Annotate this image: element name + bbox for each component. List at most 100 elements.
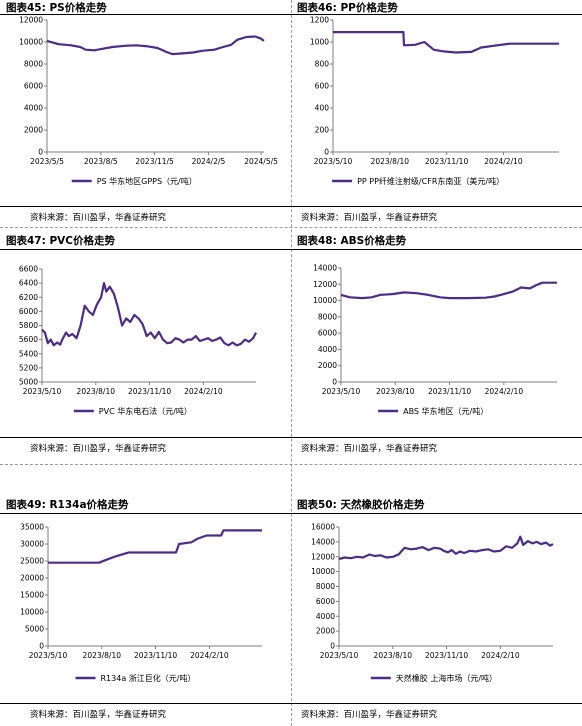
- title-rule: [0, 513, 291, 514]
- title-rule: [0, 249, 291, 250]
- x-tick-label: 2023/5/10: [314, 157, 353, 166]
- y-tick-label: 1200: [310, 16, 329, 25]
- y-tick-label: 2000: [24, 126, 43, 135]
- panel-title: 图表50: 天然橡胶价格走势: [297, 499, 425, 511]
- chart-panel-pvc: 图表47: PVC价格走势 5000 5200 5400 5600 5800 6000 62…: [0, 230, 291, 460]
- x-tick-label: 2023/11/10: [425, 651, 468, 660]
- y-tick-label: 0: [332, 378, 337, 387]
- x-tick-label: 2024/2/10: [184, 387, 223, 396]
- x-tick-label: 2023/5/10: [322, 387, 361, 396]
- y-tick-label: 10000: [20, 608, 44, 617]
- series-line: [338, 535, 554, 561]
- x-tick-label: 2023/11/10: [128, 387, 171, 396]
- x-tick-label: 2023/5/10: [23, 387, 62, 396]
- source-note: 资料来源：百川盈孚，华鑫证券研究: [30, 444, 167, 454]
- series-line: [48, 529, 262, 564]
- title-rule: [291, 249, 582, 250]
- row-divider: [0, 464, 582, 465]
- series-line: [340, 281, 557, 300]
- chart-panel-abs: 图表48: ABS价格走势 0 2000 4000 6000 8000 10000 1200…: [291, 230, 582, 460]
- pp-price-chart: 0 200 400 600 800 1000 1200 2023/5/10 2023/8/10 2…: [310, 16, 559, 186]
- y-tick-label: 8000: [24, 60, 43, 69]
- y-tick-label: 6400: [19, 279, 38, 288]
- y-tick-label: 4000: [318, 345, 337, 354]
- y-tick-label: 14000: [313, 264, 337, 273]
- source-rule: [0, 206, 291, 207]
- y-tick-label: 8000: [318, 312, 337, 321]
- x-tick-label: 2023/5/10: [29, 651, 68, 660]
- x-tick-label: 2023/8/10: [376, 387, 415, 396]
- rubber-price-chart: 0 2000 4000 6000 8000 10000 12000 14000 16000 202…: [311, 523, 554, 683]
- x-tick-label: 2024/2/10: [484, 157, 523, 166]
- legend-label: PP PP纤维注射级/CFR东南亚（美元/吨）: [357, 176, 504, 186]
- y-tick-label: 14000: [311, 537, 335, 546]
- y-tick-label: 12000: [19, 16, 43, 25]
- y-tick-label: 35000: [20, 523, 44, 532]
- y-tick-label: 5000: [19, 378, 38, 387]
- y-tick-label: 0: [324, 148, 329, 157]
- y-tick-label: 5800: [19, 321, 38, 330]
- y-tick-label: 600: [315, 82, 330, 91]
- panel-title: 图表45: PS价格走势: [6, 2, 107, 14]
- x-tick-label: 2024/2/10: [481, 651, 520, 660]
- panel-title: 图表46: PP价格走势: [297, 2, 398, 14]
- y-tick-label: 16000: [311, 523, 335, 532]
- x-tick-label: 2023/5/10: [320, 651, 359, 660]
- y-tick-label: 25000: [20, 557, 44, 566]
- y-tick-label: 1000: [310, 38, 329, 47]
- chart-panel-pp: 图表46: PP价格走势 0 200 400 600 800 1000 1200 2023/5…: [291, 0, 582, 230]
- legend-label: R134a 浙江巨化（元/吨）: [101, 673, 196, 683]
- abs-price-chart: 0 2000 4000 6000 8000 10000 12000 14000 2023/5/1…: [313, 264, 557, 416]
- x-tick-label: 2024/5/5: [244, 157, 278, 166]
- r134a-price-chart: 0 5000 10000 15000 20000 25000 30000 35000 2023/…: [20, 523, 262, 683]
- y-tick-label: 0: [39, 642, 44, 651]
- series-line: [41, 282, 257, 347]
- y-tick-label: 6200: [19, 293, 38, 302]
- x-tick-label: 2024/2/10: [485, 387, 524, 396]
- panel-title: 图表49: R134a价格走势: [6, 499, 129, 511]
- panel-title: 图表48: ABS价格走势: [297, 235, 407, 247]
- column-divider: [291, 0, 292, 726]
- y-tick-label: 4000: [316, 612, 335, 621]
- legend-label: PS 华东地区GPPS（元/吨）: [97, 176, 197, 186]
- x-tick-label: 2023/8/10: [77, 387, 116, 396]
- y-tick-label: 8000: [316, 582, 335, 591]
- x-tick-label: 2023/11/10: [428, 387, 471, 396]
- source-note: 资料来源：百川盈孚，华鑫证券研究: [301, 444, 438, 454]
- source-rule: [291, 703, 582, 704]
- source-note: 资料来源：百川盈孚，华鑫证券研究: [301, 213, 438, 223]
- x-tick-label: 2023/11/10: [134, 651, 177, 660]
- x-tick-label: 2024/2/10: [190, 651, 229, 660]
- y-tick-label: 10000: [19, 38, 43, 47]
- pvc-price-chart: 5000 5200 5400 5600 5800 6000 6200 6400 6600 2023…: [19, 265, 257, 416]
- x-tick-label: 2024/2/5: [192, 157, 226, 166]
- y-tick-label: 0: [38, 148, 43, 157]
- y-tick-label: 800: [315, 60, 330, 69]
- source-note: 资料来源：百川盈孚，华鑫证券研究: [301, 710, 438, 720]
- y-tick-label: 5200: [19, 363, 38, 372]
- series-line: [46, 35, 265, 56]
- source-rule: [0, 437, 291, 438]
- chart-panel-rubber: 图表50: 天然橡胶价格走势 0 2000 4000 6000 8000 10000 120…: [291, 495, 582, 726]
- y-tick-label: 6000: [316, 597, 335, 606]
- y-tick-label: 15000: [20, 591, 44, 600]
- source-note: 资料来源：百川盈孚，华鑫证券研究: [30, 213, 167, 223]
- source-note: 资料来源：百川盈孚，华鑫证券研究: [30, 710, 167, 720]
- x-tick-label: 2023/8/5: [84, 157, 118, 166]
- y-tick-label: 6000: [24, 82, 43, 91]
- title-rule: [291, 14, 582, 15]
- title-rule: [0, 14, 291, 15]
- series-line: [333, 31, 559, 54]
- x-tick-label: 2023/11/5: [135, 157, 174, 166]
- y-tick-label: 12000: [313, 280, 337, 289]
- x-tick-label: 2023/8/10: [374, 651, 413, 660]
- y-tick-label: 0: [330, 642, 335, 651]
- y-tick-label: 12000: [311, 552, 335, 561]
- x-tick-label: 2023/11/10: [425, 157, 468, 166]
- y-tick-label: 6000: [19, 307, 38, 316]
- y-tick-label: 5000: [25, 625, 44, 634]
- y-tick-label: 2000: [316, 627, 335, 636]
- x-tick-label: 2023/5/5: [30, 157, 64, 166]
- title-rule: [291, 513, 582, 514]
- source-rule: [291, 206, 582, 207]
